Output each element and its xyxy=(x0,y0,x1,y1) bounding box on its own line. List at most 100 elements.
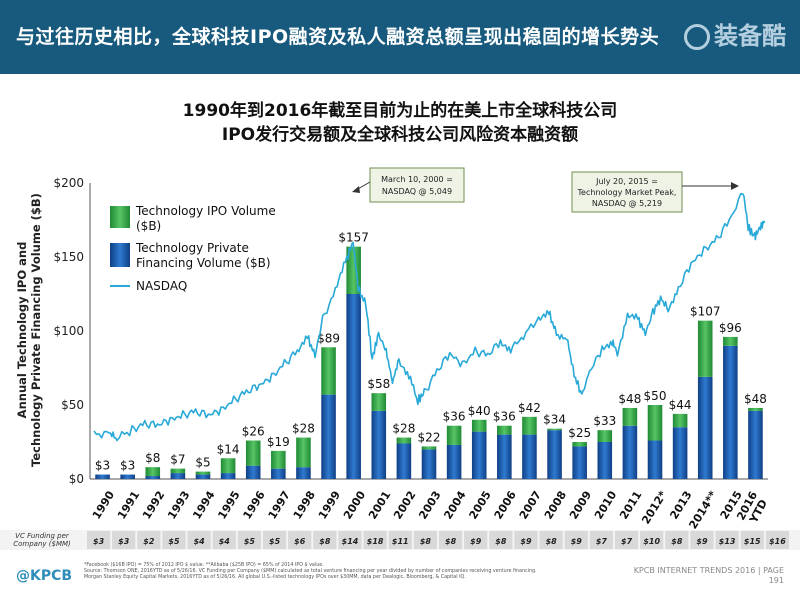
vc-funding-cell xyxy=(690,531,714,549)
ipo-volume-bar xyxy=(672,413,688,428)
vc-funding-value: $15 xyxy=(744,537,761,546)
vc-funding-value: $7 xyxy=(596,537,608,546)
private-financing-bar xyxy=(220,473,236,479)
x-tick-label: 1990 xyxy=(90,488,117,521)
ipo-volume-bar xyxy=(622,407,638,426)
vc-funding-cell xyxy=(263,531,287,549)
vc-funding-value: $4 xyxy=(219,537,231,546)
nasdaq-line xyxy=(93,192,766,442)
private-financing-bar xyxy=(421,449,437,479)
x-tick-label: 2004 xyxy=(441,488,468,521)
private-financing-bar xyxy=(296,467,311,479)
x-tick-label: 1995 xyxy=(215,489,242,522)
vc-funding-value: $2 xyxy=(143,537,155,546)
vc-funding-cell xyxy=(137,531,161,549)
bar-total-label: $7 xyxy=(170,453,185,467)
bar-total-label: $96 xyxy=(719,321,742,335)
vc-funding-value: $6 xyxy=(294,537,306,546)
vc-funding-value: $8 xyxy=(495,537,507,546)
vc-funding-value: $8 xyxy=(319,537,331,546)
footnote-line2: Source: Thomson ONE, 2016YTD as of 5/26/… xyxy=(84,569,537,574)
legend-private-label-line1: Technology Private xyxy=(135,241,249,255)
y-tick-label: $150 xyxy=(53,250,84,264)
vc-funding-value: $9 xyxy=(696,537,708,546)
ipo-volume-bar xyxy=(748,407,763,411)
vc-funding-value: $5 xyxy=(269,537,281,546)
x-tick-label: 1993 xyxy=(165,489,192,522)
vc-funding-cell xyxy=(665,531,689,549)
vc-funding-cell xyxy=(464,531,488,549)
bar-total-label: $14 xyxy=(217,442,240,456)
ipo-volume-bar xyxy=(723,336,738,346)
page-info-line1: KPCB INTERNET TRENDS 2016 | PAGE xyxy=(633,566,784,575)
vc-funding-cell xyxy=(439,531,463,549)
ipo-volume-bar xyxy=(371,393,387,411)
logo-text: 装备酷 xyxy=(714,22,786,50)
vc-funding-cell xyxy=(338,531,362,549)
vc-funding-cell xyxy=(187,531,211,549)
vc-funding-cell xyxy=(589,531,613,549)
bar-total-label: $22 xyxy=(418,430,441,444)
bar-total-label: $42 xyxy=(518,401,541,415)
y-tick-label: $200 xyxy=(53,176,84,190)
vc-funding-value: $5 xyxy=(244,537,256,546)
ipo-volume-bar xyxy=(647,405,663,441)
y-axis-label-line2: Technology Private Financing Volume ($B) xyxy=(29,193,43,467)
bar-total-label: $8 xyxy=(145,451,160,465)
ipo-volume-bar xyxy=(296,437,311,468)
x-tick-label: 2009 xyxy=(567,489,594,522)
ipo-volume-bar xyxy=(572,442,587,447)
bar-total-label: $40 xyxy=(468,404,491,418)
x-tick-label: 2006 xyxy=(492,488,519,521)
x-tick-label: 2002 xyxy=(391,489,418,522)
y-axis-label-line1: Annual Technology IPO and xyxy=(15,242,29,419)
vc-funding-cell xyxy=(765,531,789,549)
vc-funding-value: $3 xyxy=(93,537,105,546)
y-tick-label: $50 xyxy=(61,398,84,412)
header-title: 与过往历史相比，全球科技IPO融资及私人融资总额呈现出稳固的增长势头 xyxy=(16,26,660,48)
chart-title-line1: 1990年到2016年截至目前为止的在美上市全球科技公司 xyxy=(182,101,618,121)
annotation-2015-line3: NASDAQ @ 5,219 xyxy=(592,199,662,208)
private-financing-bar xyxy=(647,440,663,479)
vc-funding-cell xyxy=(539,531,563,549)
ipo-volume-bar xyxy=(597,430,613,442)
vc-funding-value: $7 xyxy=(621,537,633,546)
ipo-volume-bar xyxy=(220,458,236,474)
bar-total-label: $28 xyxy=(292,422,315,436)
private-financing-bar xyxy=(346,294,361,479)
vc-funding-label-line2: Company ($MM) xyxy=(13,540,71,548)
ipo-volume-bar xyxy=(421,446,437,450)
vc-funding-value: $5 xyxy=(168,537,180,546)
vc-funding-value: $8 xyxy=(671,537,683,546)
logo-icon xyxy=(684,24,710,50)
ipo-volume-bar xyxy=(497,425,512,435)
ipo-volume-bar xyxy=(522,416,537,435)
private-financing-bar xyxy=(471,431,487,479)
brand-logo: @KPCB xyxy=(16,568,73,584)
bar-total-label: $89 xyxy=(317,331,340,345)
x-tick-label: 1997 xyxy=(266,489,293,522)
bar-total-label: $28 xyxy=(392,422,415,436)
page-info: KPCB INTERNET TRENDS 2016 | PAGE 191 xyxy=(634,566,784,586)
ipo-volume-bar xyxy=(446,425,462,445)
annotation-2000-line2: NASDAQ @ 5,049 xyxy=(382,187,452,196)
bar-total-label: $58 xyxy=(367,377,390,391)
vc-funding-cell xyxy=(162,531,186,549)
ipo-volume-bar xyxy=(145,467,161,477)
x-tick-label: 1991 xyxy=(115,489,142,522)
vc-funding-cell xyxy=(640,531,664,549)
bar-total-label: $3 xyxy=(120,459,135,473)
footnote-line3: Morgan Stanley Equity Capital Markets, 2… xyxy=(84,575,466,580)
vc-funding-cell xyxy=(615,531,639,549)
bar-total-label: $107 xyxy=(690,305,721,319)
private-financing-bar xyxy=(245,465,261,479)
vc-funding-value: $11 xyxy=(392,537,409,546)
y-tick-label: $100 xyxy=(53,324,84,338)
private-financing-bar xyxy=(497,434,512,479)
vc-funding-value: $13 xyxy=(719,537,736,546)
vc-funding-cell xyxy=(313,531,337,549)
ipo-volume-bar xyxy=(547,428,562,431)
annotation-box-2000 xyxy=(369,167,465,203)
x-tick-label: 2012* xyxy=(639,488,669,526)
